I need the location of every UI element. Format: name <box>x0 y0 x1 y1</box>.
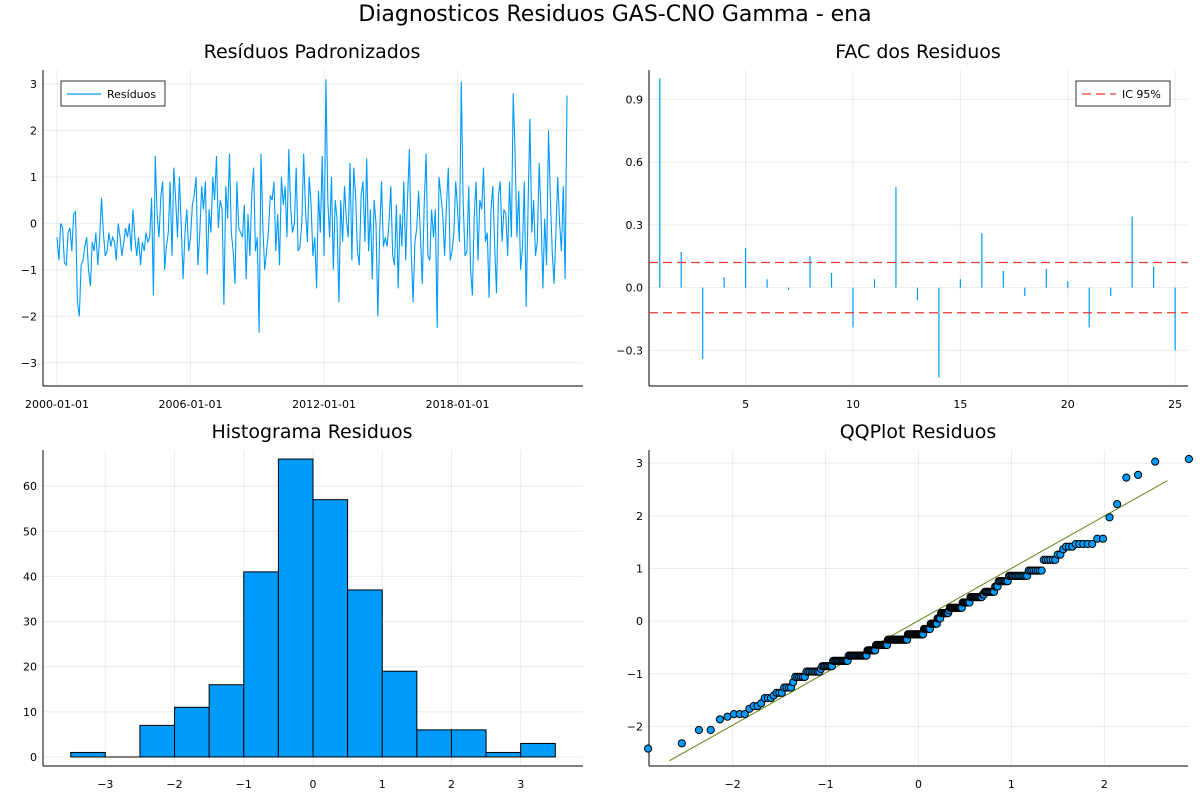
residuals-line-panel: Resíduos Padronizados −3 −2 −1 0 1 2 3 2000-01-… <box>21 41 583 411</box>
hist-bar <box>277 458 314 758</box>
hist-bar <box>347 589 383 758</box>
hist-y-tick: 0 <box>30 751 37 764</box>
residuals-y-tick: −3 <box>21 357 37 370</box>
qq-point <box>740 710 749 719</box>
residuals-x-tick: 2018-01-01 <box>426 398 490 411</box>
residuals-y-tick: −2 <box>21 310 37 323</box>
residuals-x-tick: 2012-01-01 <box>292 398 356 411</box>
qq-point <box>1184 454 1194 464</box>
qq-point <box>677 739 686 748</box>
hist-bar <box>416 729 452 758</box>
acf-panel: FAC dos Residuos −0.3 0.0 0.3 0.6 0.9 5 10 15 20… <box>616 41 1188 411</box>
acf-x-tick: 5 <box>742 398 749 411</box>
qq-point <box>1105 513 1114 522</box>
residuals-y-tick: 3 <box>30 78 37 91</box>
hist-bar <box>450 729 487 758</box>
qq-point <box>694 725 704 735</box>
residuals-legend: Resíduos <box>60 80 166 107</box>
hist-y-tick: 60 <box>23 480 37 493</box>
hist-y-tick: 40 <box>23 570 37 583</box>
acf-y-tick: 0.9 <box>626 93 644 106</box>
qq-y-tick: −2 <box>627 721 643 734</box>
hist-x-tick: 3 <box>517 778 524 791</box>
histogram-panel-title: Histograma Residuos <box>211 421 412 443</box>
acf-legend: IC 95% <box>1075 80 1171 107</box>
acf-y-tick: −0.3 <box>616 344 643 357</box>
residuals-y-tick: −1 <box>21 264 37 277</box>
acf-panel-title: FAC dos Residuos <box>835 41 1001 63</box>
qq-point <box>1037 566 1046 575</box>
hist-x-tick: −3 <box>97 778 113 791</box>
hist-bar <box>520 742 556 758</box>
hist-x-tick: 2 <box>448 778 455 791</box>
hist-x-tick: −2 <box>166 778 182 791</box>
qqplot-panel: QQPlot Residuos −2 −1 0 1 2 3 −2 −1 0 1 2 <box>627 421 1194 791</box>
hist-bar <box>174 706 210 758</box>
residuals-series-line <box>56 79 568 333</box>
qq-reference-line <box>669 480 1168 762</box>
acf-legend-label: IC 95% <box>1122 88 1161 101</box>
hist-y-tick: 50 <box>23 525 37 538</box>
qq-x-tick: −2 <box>725 778 741 791</box>
residuals-panel-title: Resíduos Padronizados <box>204 41 421 63</box>
hist-y-tick: 30 <box>23 616 37 629</box>
residuals-x-tick: 2006-01-01 <box>159 398 223 411</box>
hist-bar <box>485 751 522 758</box>
acf-x-tick: 25 <box>1168 398 1182 411</box>
hist-bar <box>312 499 349 758</box>
hist-y-tick: 20 <box>23 661 37 674</box>
hist-x-tick: 1 <box>379 778 386 791</box>
qqplot-panel-title: QQPlot Residuos <box>840 421 997 443</box>
hist-bar <box>139 724 176 758</box>
qq-point <box>1151 457 1160 466</box>
residuals-y-tick: 1 <box>30 171 37 184</box>
hist-bar <box>208 684 245 758</box>
qq-x-tick: 2 <box>1101 778 1108 791</box>
qq-point <box>706 725 715 735</box>
hist-x-tick: −1 <box>236 778 252 791</box>
acf-x-tick: 10 <box>846 398 860 411</box>
qq-x-tick: −1 <box>817 778 833 791</box>
qq-point <box>715 715 725 724</box>
qq-y-tick: 2 <box>636 510 643 523</box>
acf-y-tick: 0.0 <box>626 282 644 295</box>
hist-y-tick: 10 <box>23 706 37 719</box>
hist-bar <box>381 670 418 758</box>
qq-y-tick: 1 <box>636 563 643 576</box>
qq-point <box>1122 473 1131 482</box>
acf-y-tick: 0.3 <box>626 219 644 232</box>
residuals-y-tick: 0 <box>30 217 37 230</box>
qq-y-tick: −1 <box>627 668 643 681</box>
residuals-y-tick: 2 <box>30 124 37 137</box>
hist-bar <box>243 571 279 758</box>
residuals-x-tick: 2000-01-01 <box>25 398 89 411</box>
qq-point <box>1134 470 1143 479</box>
qq-y-tick: 3 <box>636 457 643 470</box>
figure-suptitle: Diagnosticos Residuos GAS-CNO Gamma - en… <box>358 2 871 27</box>
histogram-panel: Histograma Residuos 0 10 20 30 40 50 60 −3 −2 −1 0… <box>23 421 583 791</box>
qq-x-tick: 0 <box>915 778 922 791</box>
acf-x-tick: 20 <box>1061 398 1075 411</box>
acf-y-tick: 0.6 <box>626 156 644 169</box>
residuals-legend-label: Resíduos <box>107 88 156 101</box>
qq-y-tick: 0 <box>636 615 643 628</box>
acf-x-tick: 15 <box>953 398 967 411</box>
hist-x-tick: 0 <box>310 778 317 791</box>
hist-bar <box>70 751 106 758</box>
qq-point <box>644 744 653 753</box>
qq-point <box>1088 539 1097 549</box>
qq-point <box>1098 534 1108 543</box>
acf-legend-box <box>1075 80 1171 107</box>
qq-point <box>1113 500 1122 509</box>
qq-x-tick: 1 <box>1008 778 1015 791</box>
